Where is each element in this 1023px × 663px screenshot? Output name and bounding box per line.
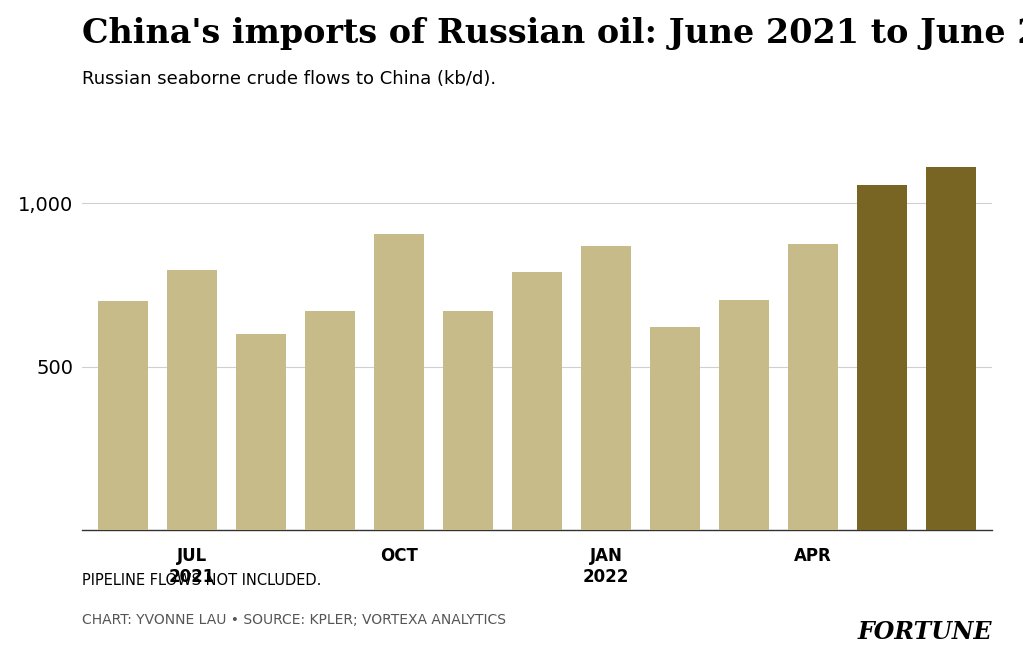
Bar xyxy=(305,311,355,530)
Text: FORTUNE: FORTUNE xyxy=(858,620,992,644)
Bar xyxy=(98,301,148,530)
Bar xyxy=(443,311,493,530)
Bar xyxy=(788,244,838,530)
Text: CHART: YVONNE LAU • SOURCE: KPLER; VORTEXA ANALYTICS: CHART: YVONNE LAU • SOURCE: KPLER; VORTE… xyxy=(82,613,505,627)
Bar xyxy=(926,167,976,530)
Bar xyxy=(236,334,286,530)
Bar xyxy=(513,272,562,530)
Text: Russian seaborne crude flows to China (kb/d).: Russian seaborne crude flows to China (k… xyxy=(82,70,496,88)
Bar xyxy=(374,234,424,530)
Bar xyxy=(719,300,769,530)
Bar xyxy=(168,271,217,530)
Bar xyxy=(857,185,906,530)
Text: PIPELINE FLOWS NOT INCLUDED.: PIPELINE FLOWS NOT INCLUDED. xyxy=(82,573,321,589)
Bar xyxy=(581,246,631,530)
Bar xyxy=(651,328,700,530)
Text: China's imports of Russian oil: June 2021 to June 2022: China's imports of Russian oil: June 202… xyxy=(82,17,1023,50)
